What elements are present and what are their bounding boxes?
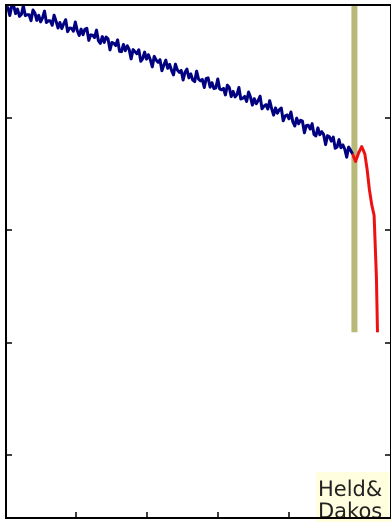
chart-marks	[6, 4, 379, 333]
plot-area	[6, 5, 391, 518]
annotation-line-1: Held&	[318, 477, 382, 501]
annotation-line-2: Dakos	[318, 499, 382, 523]
series-line-1	[351, 145, 379, 333]
series-line-0	[6, 4, 354, 159]
annotation-background	[316, 472, 391, 522]
plot-frame	[5, 4, 391, 519]
annotation-box: Held& Dakos	[316, 472, 391, 523]
